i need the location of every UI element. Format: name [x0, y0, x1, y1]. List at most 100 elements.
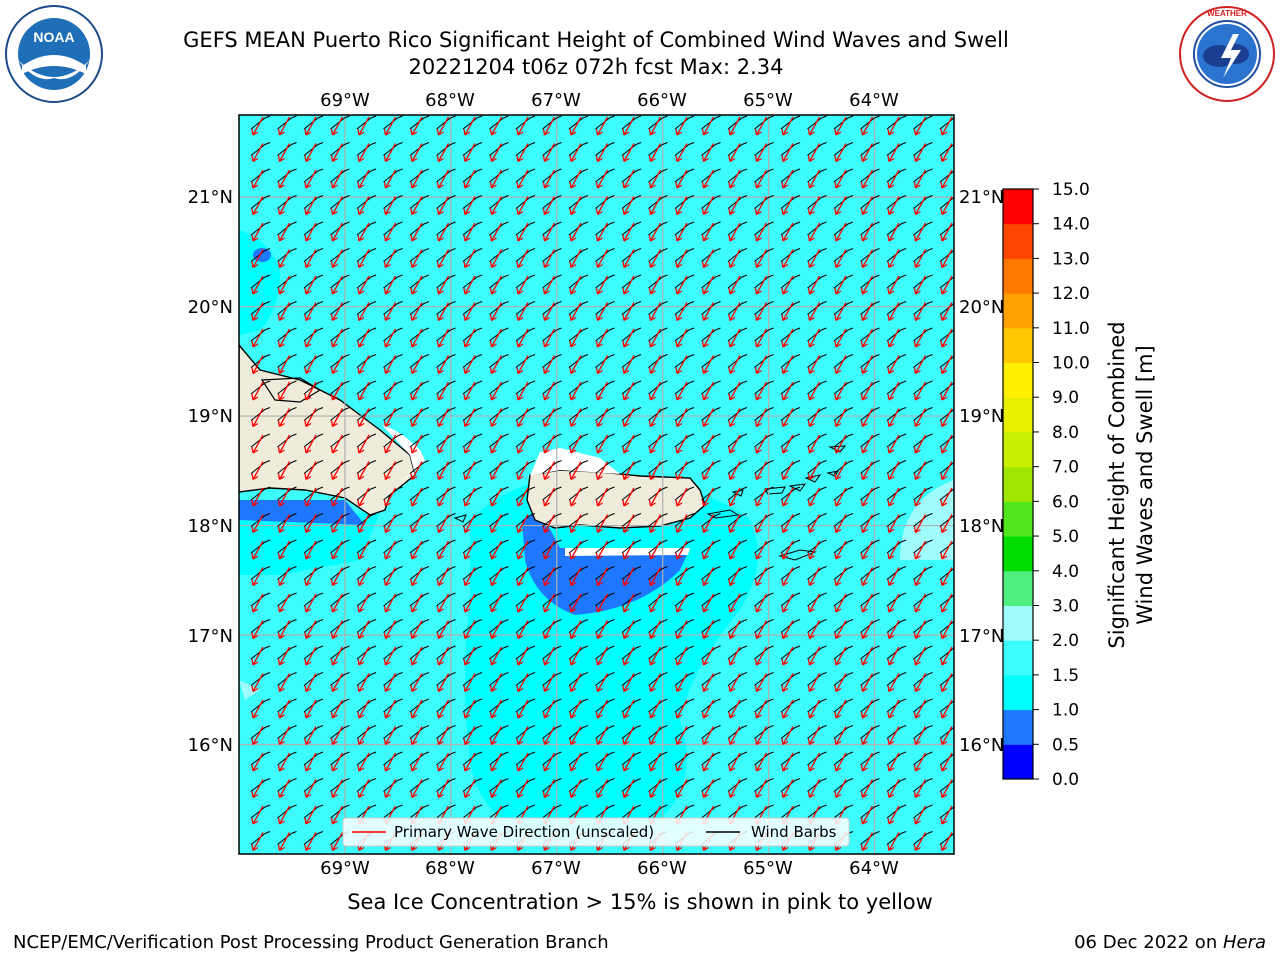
wave-direction-arrow: [330, 302, 344, 322]
wind-barb: [356, 645, 377, 660]
wind-barb: [303, 804, 324, 819]
wave-direction-arrow: [277, 302, 291, 322]
wave-direction-arrow: [251, 143, 264, 163]
wind-barb: [568, 672, 589, 686]
wave-direction-arrow: [701, 699, 715, 719]
wind-barb: [754, 221, 774, 236]
wave-direction-arrow: [940, 355, 953, 375]
wave-direction-arrow: [675, 514, 688, 534]
wind-barb: [701, 539, 721, 554]
wind-barb: [648, 645, 668, 660]
wind-barb: [356, 274, 377, 289]
wind-barb: [648, 195, 668, 209]
wind-barb: [303, 354, 324, 368]
forecast-subtitle: 20221204 t06z 072h fcst Max: 2.34: [408, 55, 784, 79]
wave-direction-arrow: [436, 593, 450, 613]
wind-barb: [727, 433, 748, 448]
wind-barb: [250, 433, 271, 448]
wave-direction-arrow: [569, 196, 582, 216]
wind-barb: [383, 380, 403, 395]
wave-direction-arrow: [675, 275, 688, 295]
wind-barb: [250, 645, 271, 660]
wind-barb: [674, 354, 695, 368]
wind-barb: [621, 301, 642, 315]
wind-barb: [674, 248, 695, 262]
wind-barb: [595, 778, 615, 792]
wave-direction-arrow: [383, 726, 397, 746]
wind-barb: [462, 804, 483, 819]
wave-direction-arrow: [383, 381, 397, 401]
wind-barb: [462, 380, 483, 395]
wind-barb: [595, 327, 615, 342]
wave-direction-arrow: [595, 461, 609, 481]
wind-barb: [303, 380, 324, 395]
wave-direction-arrow: [781, 434, 794, 454]
wave-direction-arrow: [357, 116, 370, 136]
wave-direction-arrow: [436, 222, 450, 242]
wave-direction-arrow: [648, 381, 662, 401]
wave-direction-arrow: [940, 302, 953, 322]
wind-barb: [701, 645, 721, 660]
wave-direction-arrow: [516, 593, 529, 613]
wave-direction-arrow: [595, 302, 609, 322]
wind-barb: [833, 168, 854, 183]
wind-barb: [489, 142, 509, 156]
wind-barb: [913, 115, 933, 130]
wave-direction-arrow: [489, 540, 503, 560]
wave-direction-arrow: [701, 222, 715, 242]
wind-barb: [860, 566, 880, 580]
wave-direction-arrow: [463, 249, 476, 269]
wave-direction-arrow: [887, 275, 900, 295]
wind-barb-legend-label: Wind Barbs: [751, 823, 837, 841]
wave-direction-arrow: [304, 593, 317, 613]
date-stamp: 06 Dec 2022 on Hera: [1074, 932, 1266, 953]
wind-barb: [701, 566, 721, 580]
wind-barb: [886, 486, 907, 501]
wind-barb: [833, 327, 854, 342]
wind-barb: [250, 115, 271, 130]
wind-barb: [250, 274, 271, 289]
wave-direction-arrow: [277, 726, 291, 746]
wind-barb: [913, 539, 933, 554]
wave-direction-arrow: [913, 355, 927, 375]
wind-barb: [860, 619, 880, 633]
wind-barb: [568, 433, 589, 448]
wind-barb: [356, 407, 377, 421]
lat-tick-label: 17°N: [188, 626, 233, 647]
wind-barb: [674, 566, 695, 580]
colorbar-tick-label: 0.5: [1052, 735, 1079, 755]
lon-tick-label: 67°W: [531, 858, 581, 879]
wave-direction-arrow: [489, 593, 503, 613]
wave-direction-arrow: [489, 434, 503, 454]
wind-barb: [860, 115, 880, 130]
wind-barb: [674, 115, 695, 130]
wind-barb: [250, 407, 271, 421]
wind-barb: [489, 698, 509, 713]
wind-barb: [727, 486, 748, 501]
wave-direction-arrow: [410, 567, 423, 587]
wind-barb: [409, 274, 430, 289]
wind-barb: [621, 248, 642, 262]
wave-direction-arrow: [277, 328, 291, 348]
wave-direction-arrow: [887, 805, 900, 825]
wave-direction-arrow: [357, 143, 370, 163]
wind-barb: [409, 539, 430, 554]
wave-direction-arrow: [887, 143, 900, 163]
wind-barb: [277, 698, 297, 713]
wind-barb: [383, 142, 403, 156]
wind-barb: [754, 751, 774, 766]
wave-direction-arrow: [251, 567, 264, 587]
wind-barb: [860, 645, 880, 660]
wind-barb: [913, 725, 933, 739]
wind-barb: [595, 274, 615, 289]
wind-barb: [303, 274, 324, 289]
wind-barb: [754, 566, 774, 580]
wind-barb: [515, 248, 536, 262]
wind-barb: [701, 778, 721, 792]
colorbar-tick-label: 2.0: [1052, 631, 1079, 651]
wave-direction-arrow: [834, 408, 847, 428]
wind-barb: [436, 804, 456, 819]
wave-direction-arrow: [781, 222, 794, 242]
wave-direction-arrow: [542, 567, 556, 587]
lon-tick-label: 68°W: [425, 90, 475, 111]
